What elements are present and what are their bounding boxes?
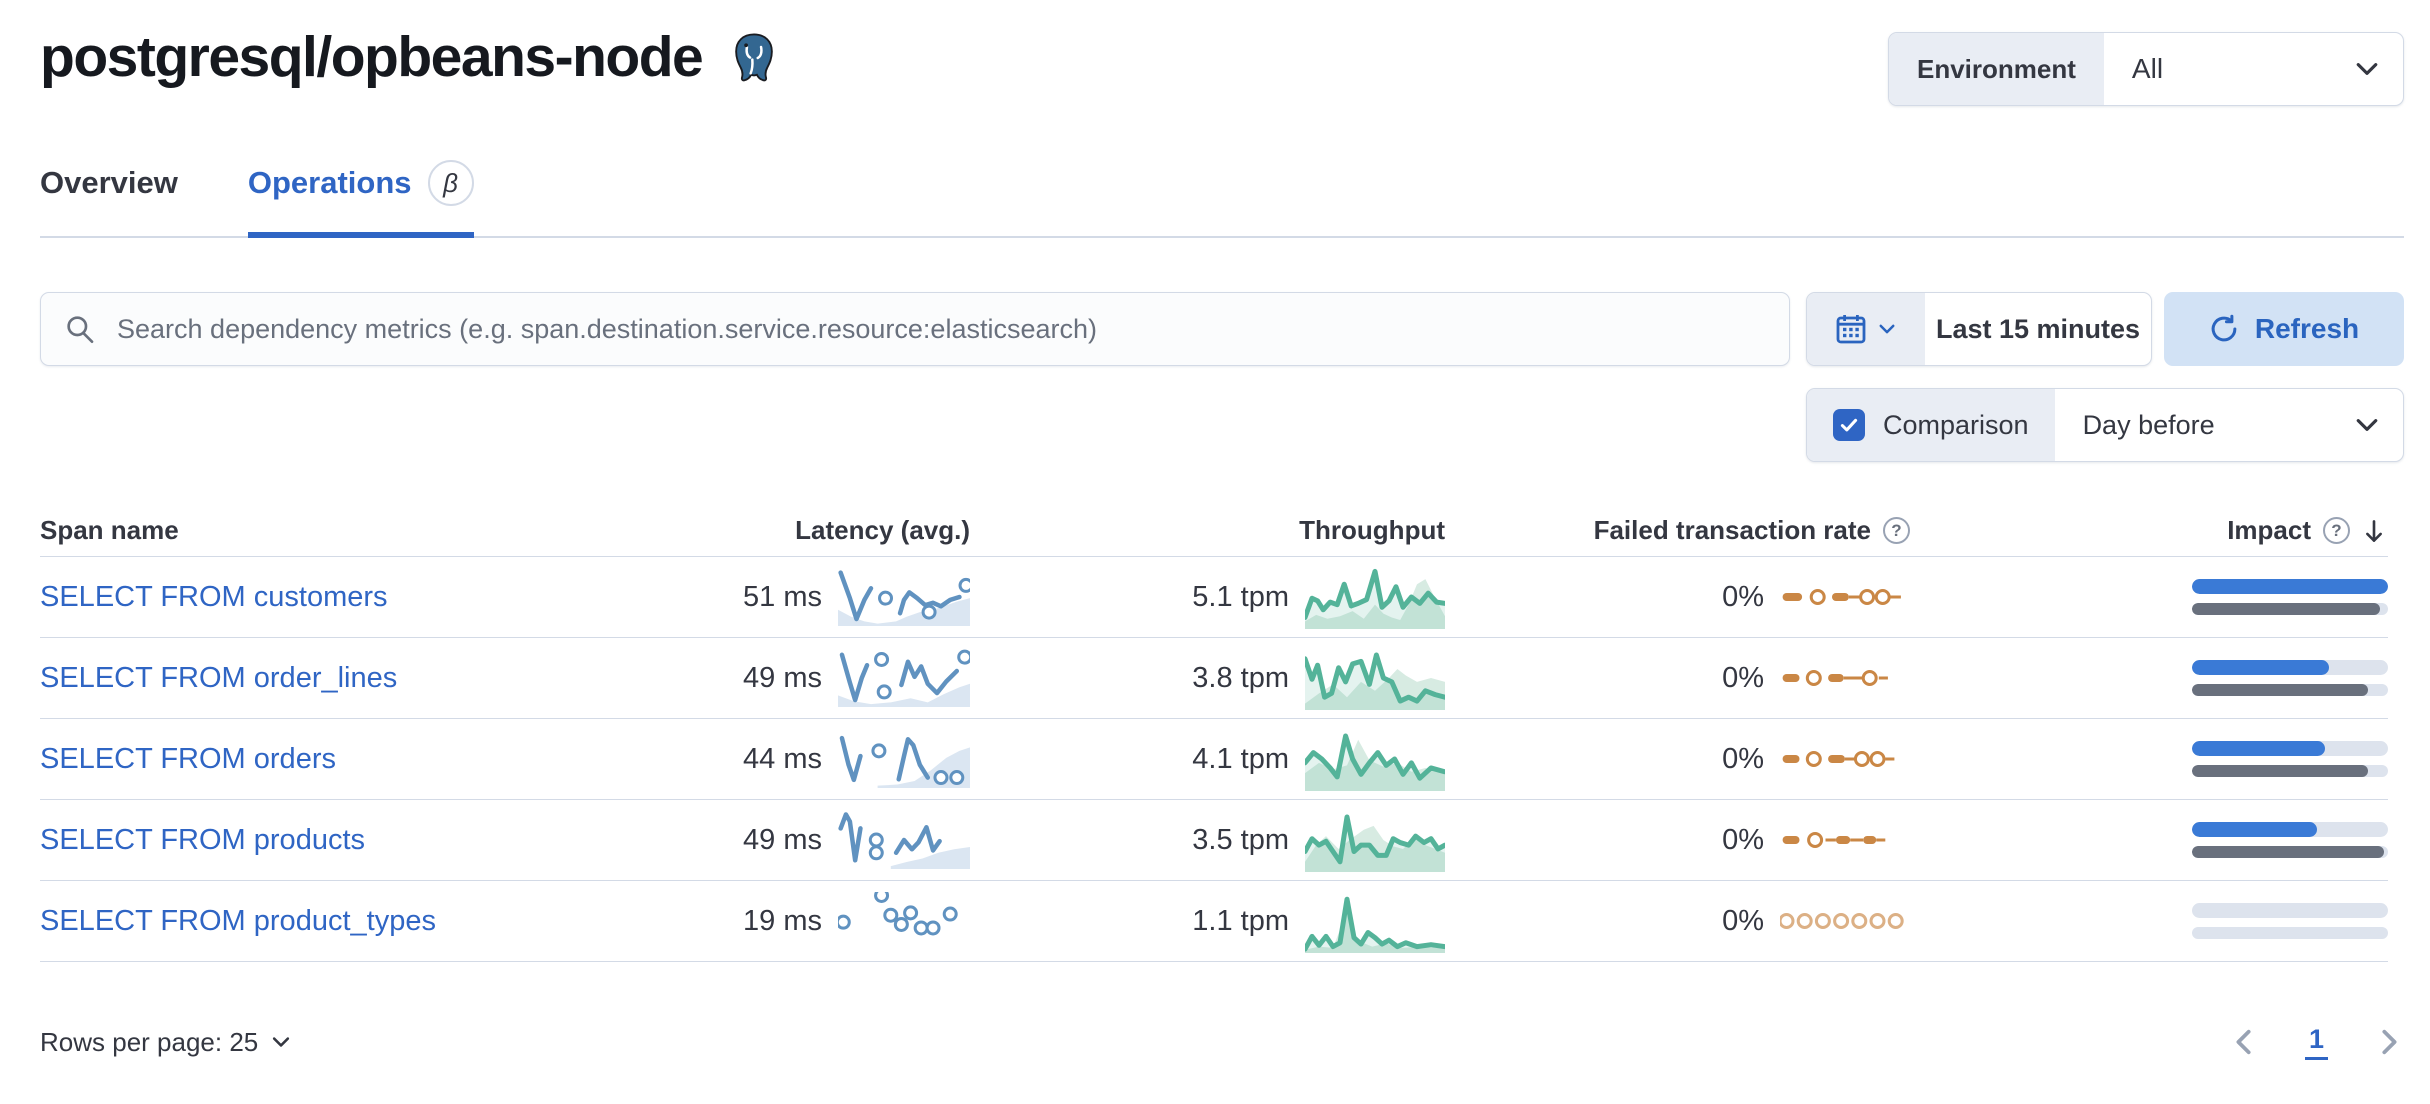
latency-value: 51 ms <box>743 580 822 613</box>
question-mark-icon: ? <box>1883 517 1910 544</box>
failed-rate-value: 0% <box>1722 823 1764 856</box>
comparison-label: Comparison <box>1883 409 2029 440</box>
span-name-link[interactable]: SELECT FROM orders <box>40 742 336 775</box>
impact-bars <box>2192 903 2388 939</box>
column-header-failed-rate[interactable]: Failed transaction rate ? <box>1445 515 1910 546</box>
page-header: postgresql/opbeans-node <box>40 24 780 90</box>
time-range-value[interactable]: Last 15 minutes <box>1935 313 2141 344</box>
next-page-button[interactable] <box>2374 1027 2404 1057</box>
table-row: SELECT FROM products 49 ms 3.5 tpm 0% <box>40 800 2388 881</box>
environment-filter[interactable]: Environment All <box>1888 32 2404 106</box>
chevron-down-icon <box>273 1037 290 1047</box>
chevron-down-icon <box>2356 63 2378 75</box>
beta-badge: β <box>427 160 474 206</box>
failed-rate-sparkline <box>1780 913 1904 929</box>
throughput-sparkline <box>1305 652 1445 710</box>
throughput-value: 4.1 tpm <box>1192 742 1289 775</box>
page-number-1[interactable]: 1 <box>2304 1024 2328 1060</box>
span-name-link[interactable]: SELECT FROM product_types <box>40 904 436 937</box>
latency-value: 49 ms <box>743 823 822 856</box>
failed-rate-value: 0% <box>1722 904 1764 937</box>
calendar-icon <box>1836 315 1866 344</box>
span-name-link[interactable]: SELECT FROM customers <box>40 580 388 613</box>
refresh-icon <box>2211 314 2237 342</box>
environment-filter-value: All <box>2131 53 2164 84</box>
table-body: SELECT FROM customers 51 ms 5.1 tpm 0% S… <box>40 557 2388 962</box>
latency-value: 19 ms <box>743 904 822 937</box>
search-input[interactable] <box>40 292 1790 366</box>
column-header-span-name[interactable]: Span name <box>40 515 179 545</box>
comparison-select[interactable]: Day before <box>2055 389 2403 461</box>
previous-page-button[interactable] <box>2229 1027 2259 1057</box>
latency-sparkline <box>838 649 970 707</box>
table-footer: Rows per page: 25 1 <box>40 1012 2404 1072</box>
postgresql-logo-icon <box>728 32 780 86</box>
table-header-row: Span name Latency (avg.) Throughput Fail… <box>40 505 2388 557</box>
throughput-value: 3.8 tpm <box>1192 661 1289 694</box>
time-range-picker: Last 15 minutes <box>1806 292 2152 366</box>
throughput-value: 1.1 tpm <box>1192 904 1289 937</box>
sort-descending-icon <box>2366 519 2382 542</box>
table-row: SELECT FROM customers 51 ms 5.1 tpm 0% <box>40 557 2388 638</box>
failed-rate-sparkline <box>1782 832 1886 848</box>
failed-rate-value: 0% <box>1722 580 1764 613</box>
tabs: Overview Operations β <box>40 160 474 238</box>
impact-bars <box>2192 579 2388 615</box>
tab-overview[interactable]: Overview <box>40 165 178 200</box>
tab-operations[interactable]: Operations β <box>247 160 474 238</box>
question-mark-icon: ? <box>2323 517 2350 544</box>
throughput-value: 3.5 tpm <box>1192 823 1289 856</box>
failed-rate-value: 0% <box>1722 742 1764 775</box>
environment-filter-label: Environment <box>1889 33 2104 105</box>
latency-sparkline <box>839 735 970 788</box>
search-bar <box>40 292 1790 366</box>
throughput-value: 5.1 tpm <box>1192 580 1289 613</box>
failed-rate-sparkline <box>1782 589 1901 605</box>
failed-rate-sparkline <box>1782 751 1895 767</box>
latency-sparkline <box>838 892 958 936</box>
latency-value: 49 ms <box>743 661 822 694</box>
comparison-checkbox-group[interactable]: Comparison <box>1807 389 2055 461</box>
chevron-right-icon <box>2382 1029 2397 1055</box>
chevron-down-icon <box>2356 419 2378 431</box>
impact-bars <box>2192 822 2388 858</box>
latency-sparkline <box>838 570 970 626</box>
tabs-divider <box>40 236 2404 238</box>
column-header-impact[interactable]: Impact ? <box>1910 515 2388 546</box>
column-header-latency[interactable]: Latency (avg.) <box>795 515 970 545</box>
impact-bars <box>2192 741 2388 777</box>
comparison-control: Comparison Day before <box>1806 388 2404 462</box>
throughput-sparkline <box>1305 814 1445 872</box>
throughput-sparkline <box>1305 896 1445 953</box>
column-header-throughput[interactable]: Throughput <box>1299 515 1445 545</box>
span-name-link[interactable]: SELECT FROM order_lines <box>40 661 398 694</box>
table-row: SELECT FROM product_types 19 ms 1.1 tpm … <box>40 881 2388 962</box>
table-row: SELECT FROM order_lines 49 ms 3.8 tpm 0% <box>40 638 2388 719</box>
refresh-button[interactable]: Refresh <box>2164 292 2404 366</box>
date-quick-select-button[interactable] <box>1807 293 1925 365</box>
table-row: SELECT FROM orders 44 ms 4.1 tpm 0% <box>40 719 2388 800</box>
pagination: 1 <box>2229 1024 2404 1060</box>
impact-bars <box>2192 660 2388 696</box>
throughput-sparkline <box>1305 568 1445 629</box>
operations-table: Span name Latency (avg.) Throughput Fail… <box>40 505 2388 962</box>
comparison-value: Day before <box>2082 409 2215 440</box>
latency-sparkline <box>838 812 970 869</box>
span-name-link[interactable]: SELECT FROM products <box>40 823 366 856</box>
chevron-left-icon <box>2236 1029 2251 1055</box>
throughput-sparkline <box>1305 733 1445 791</box>
failed-rate-value: 0% <box>1722 661 1764 694</box>
latency-value: 44 ms <box>743 742 822 775</box>
chevron-down-icon <box>1879 324 1895 334</box>
rows-per-page-button[interactable]: Rows per page: 25 <box>40 1027 292 1058</box>
failed-rate-sparkline <box>1782 670 1888 686</box>
page-title: postgresql/opbeans-node <box>40 25 704 89</box>
comparison-checkbox[interactable] <box>1833 409 1865 441</box>
